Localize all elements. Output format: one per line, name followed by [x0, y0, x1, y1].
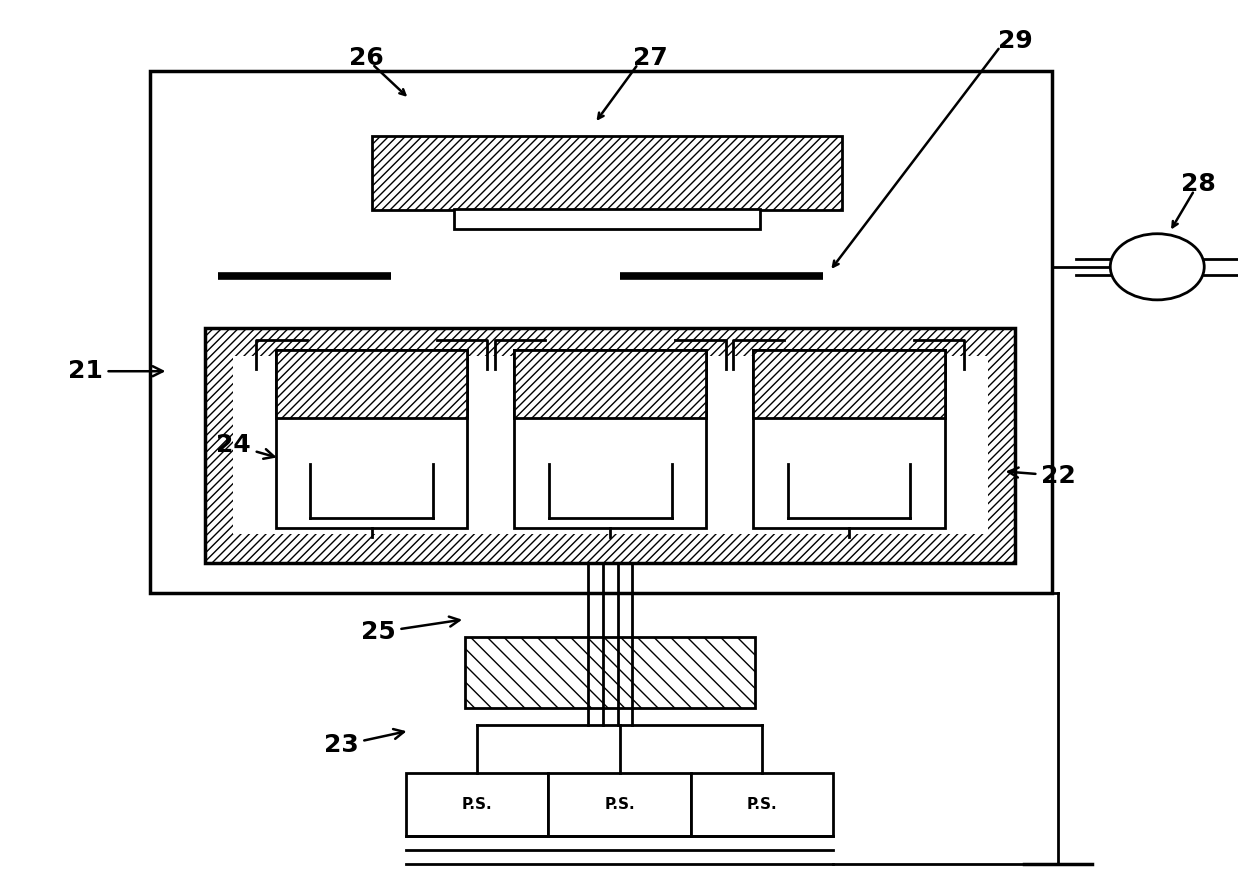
- Text: 25: 25: [361, 616, 460, 644]
- Text: 21: 21: [68, 359, 162, 383]
- Text: 27: 27: [633, 46, 668, 70]
- Circle shape: [1110, 234, 1204, 299]
- Bar: [465, 636, 756, 708]
- Bar: [276, 350, 467, 417]
- Text: 24: 24: [217, 433, 274, 459]
- Bar: [753, 350, 944, 528]
- Bar: [553, 470, 668, 515]
- Bar: [753, 350, 944, 417]
- Bar: [514, 350, 706, 528]
- Bar: [514, 350, 706, 417]
- Text: 23: 23: [323, 729, 404, 758]
- Bar: [233, 356, 987, 534]
- Text: 26: 26: [348, 46, 383, 70]
- Bar: [206, 327, 1015, 563]
- Bar: [150, 71, 1052, 593]
- Text: P.S.: P.S.: [462, 797, 493, 812]
- Bar: [455, 209, 760, 230]
- Bar: [792, 470, 907, 515]
- Bar: [372, 136, 843, 210]
- Text: 22: 22: [1009, 464, 1075, 488]
- Bar: [406, 773, 549, 836]
- Text: P.S.: P.S.: [605, 797, 634, 812]
- Text: 29: 29: [997, 29, 1032, 52]
- Bar: [313, 470, 429, 515]
- Text: P.S.: P.S.: [746, 797, 777, 812]
- Text: 28: 28: [1181, 172, 1215, 196]
- Bar: [276, 350, 467, 528]
- Bar: [690, 773, 833, 836]
- Bar: [549, 773, 690, 836]
